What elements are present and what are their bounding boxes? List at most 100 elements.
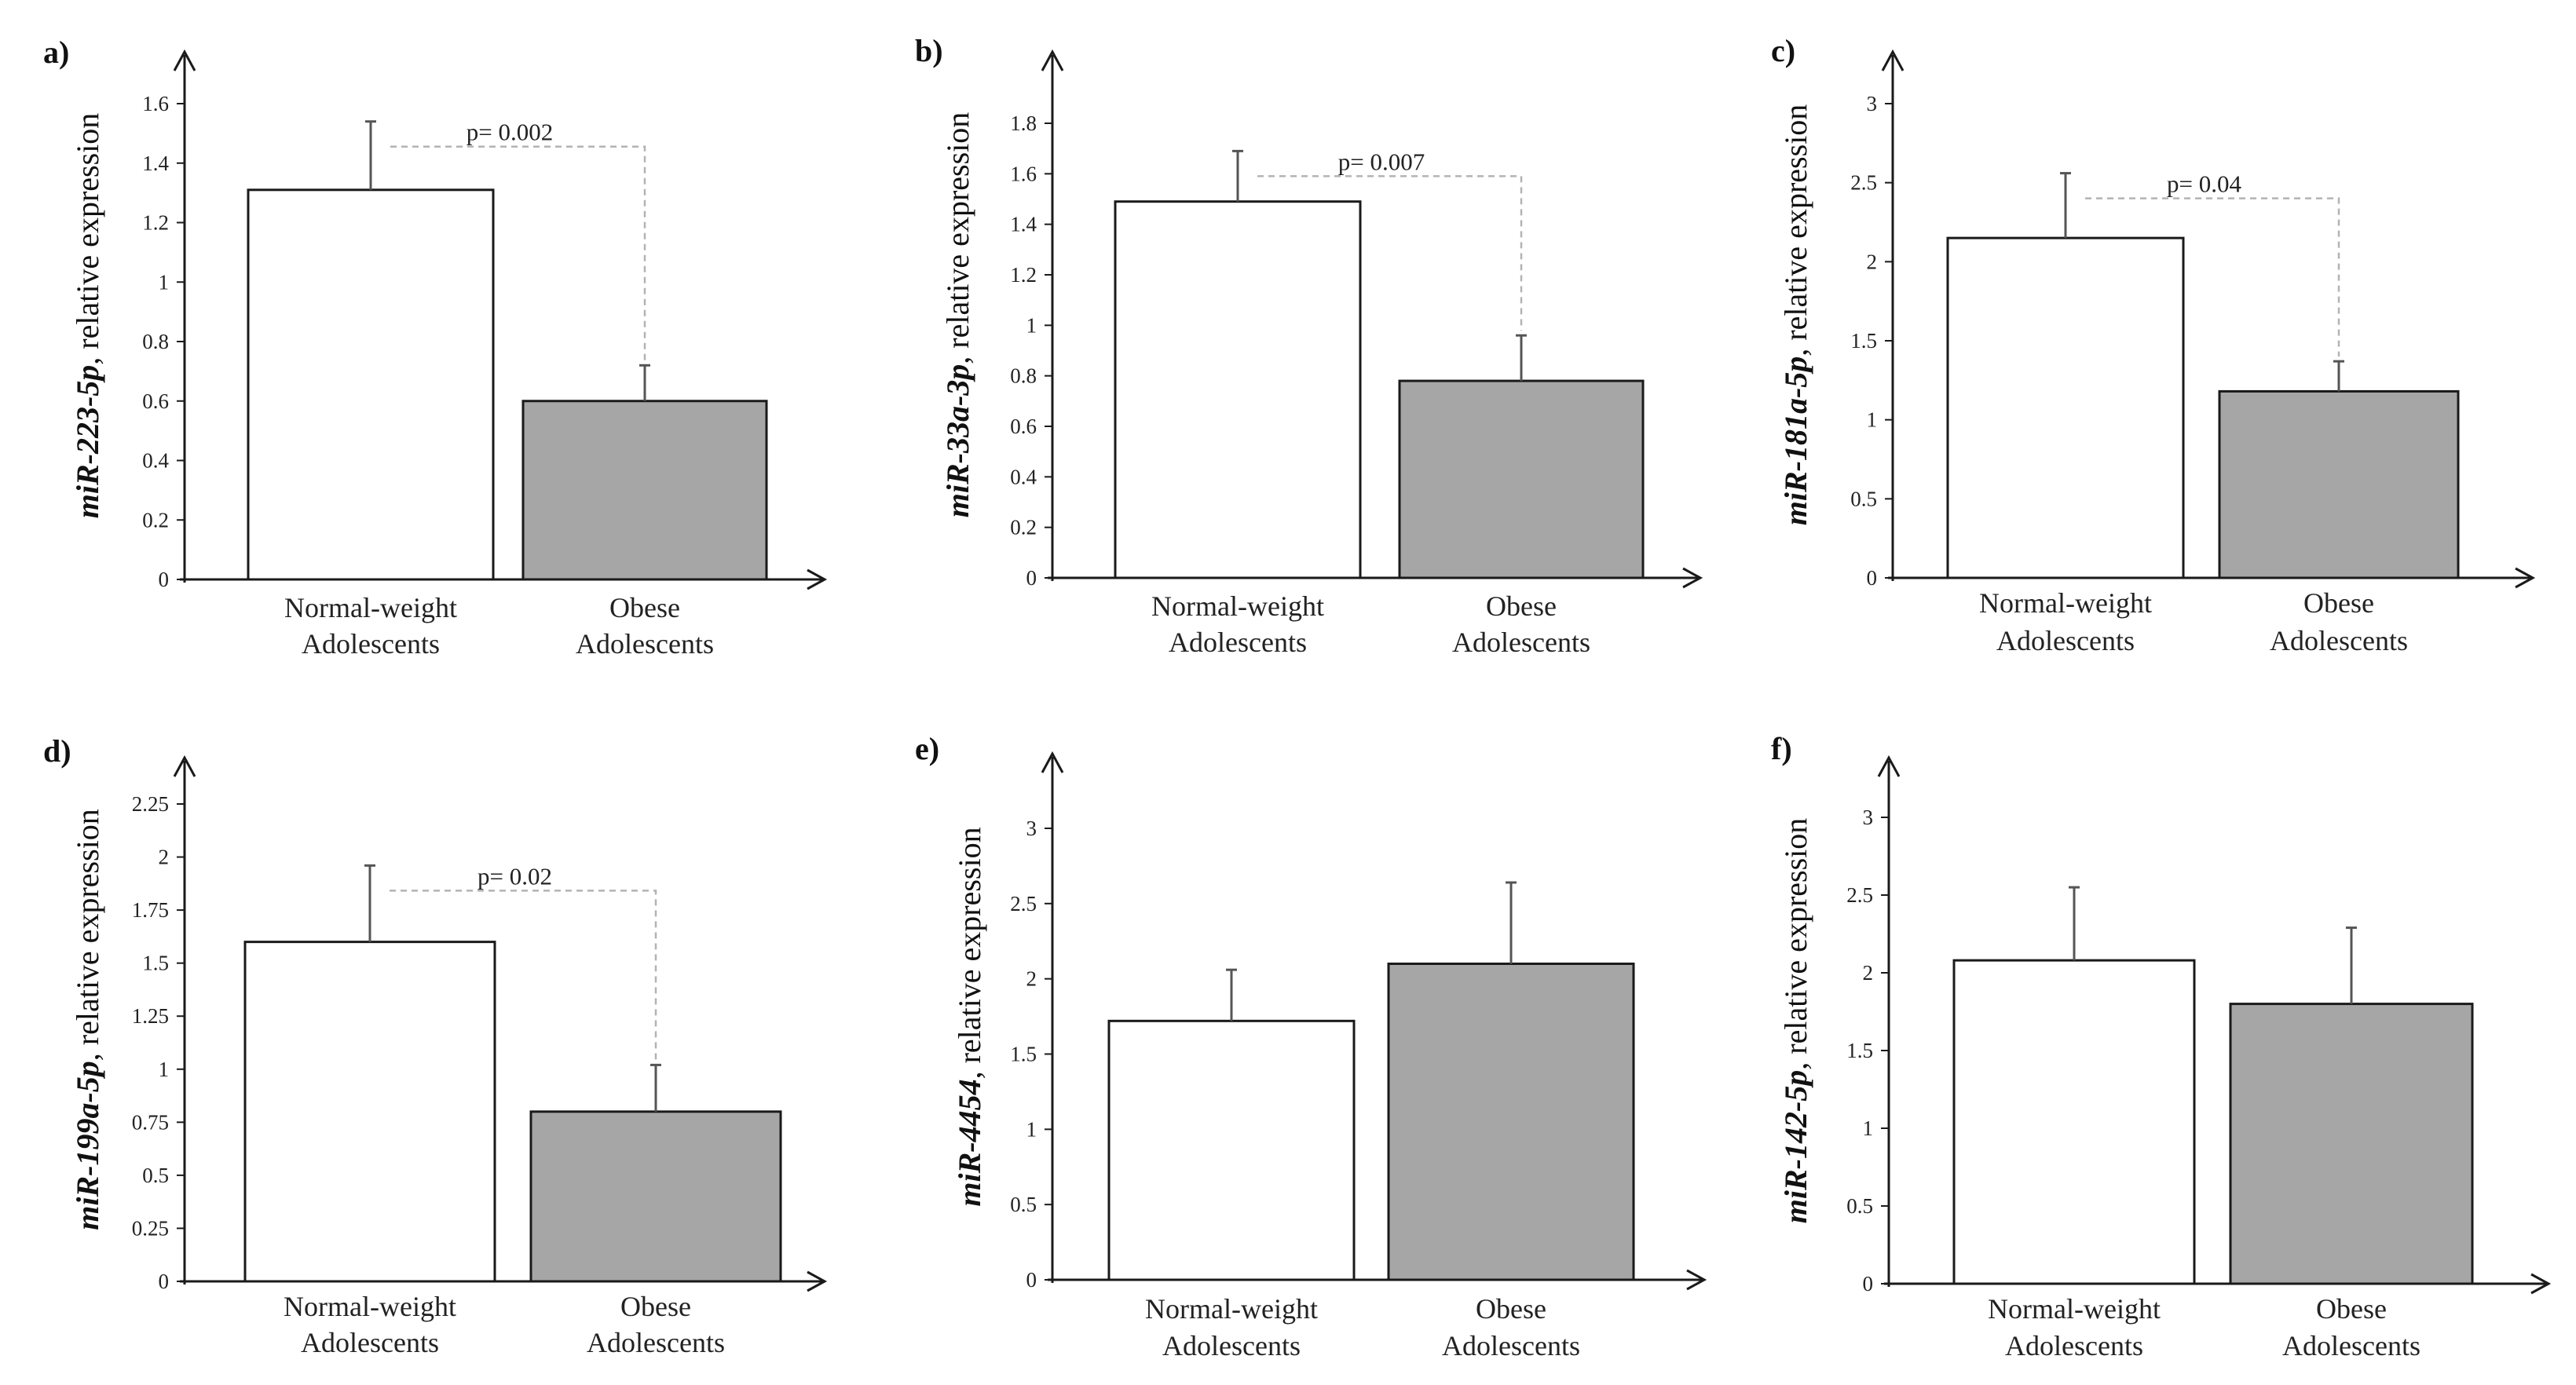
significance-bracket (1257, 175, 1523, 331)
y-tick-label: 0 (1867, 566, 1878, 590)
y-tick-label: 3 (1867, 92, 1878, 115)
p-value-label: p= 0.002 (467, 119, 553, 146)
y-tick-label: 0.6 (1010, 415, 1037, 438)
category-label: Adolescents (1162, 1330, 1301, 1361)
y-tick-label: 0 (159, 1270, 170, 1293)
y-axis-arrow (1877, 755, 1901, 777)
p-value-label: p= 0.007 (1338, 148, 1425, 175)
category-label: Normal-weight (1988, 1293, 2161, 1325)
y-axis-gene-name: miR-33a-3p (940, 364, 975, 518)
y-tick-label: 2.25 (132, 792, 169, 816)
y-axis-title: miR-199a-5p, relative expression (70, 809, 105, 1230)
chart-panel-d: d) 0 0.25 0.5 0.75 1 1.25 1.5 1.75 2 2.25 miR-199a-… (43, 733, 828, 1358)
y-axis-title: miR-181a-5p, relative expression (1778, 104, 1813, 526)
y-tick-label: 1.4 (1010, 213, 1037, 236)
y-tick-label: 1 (1026, 1117, 1037, 1141)
y-tick-label: 1.6 (142, 92, 169, 115)
panel-label: a) (43, 35, 69, 70)
y-axis-title-suffix: , relative expression (1778, 818, 1813, 1070)
y-tick-label: 0.4 (1010, 465, 1037, 488)
category-label: Obese (2316, 1293, 2387, 1325)
y-tick-label: 2.5 (1850, 171, 1877, 195)
category-label: Adolescents (2270, 625, 2408, 656)
category-label: Adolescents (302, 628, 440, 660)
y-tick-label: 1 (1026, 313, 1037, 337)
chart-panel-c: c) 0 0.5 1 1.5 2 2.5 3 miR-181a-5p, relative exp… (1771, 33, 2536, 656)
category-label: Obese (620, 1291, 691, 1322)
category-label: Normal-weight (1151, 590, 1324, 622)
y-axis-arrow (1881, 49, 1905, 71)
y-tick-label: 0 (159, 568, 170, 591)
category-label: Adolescents (1452, 627, 1590, 658)
y-axis-title: miR-4454, relative expression (952, 827, 987, 1206)
y-axis-title-suffix: , relative expression (1778, 104, 1813, 356)
category-label: Adolescents (587, 1327, 725, 1358)
category-label: Adolescents (301, 1327, 439, 1358)
y-axis-gene-name: miR-142-5p (1778, 1070, 1813, 1224)
significance-bracket (390, 890, 657, 1061)
category-label: Obese (609, 592, 680, 623)
y-tick-label: 1.5 (1846, 1039, 1873, 1062)
y-axis-gene-name: miR-181a-5p (1778, 356, 1813, 526)
significance-bracket (2085, 197, 2340, 357)
panel-label: e) (915, 731, 939, 766)
y-tick-label: 1.5 (1850, 329, 1877, 353)
y-axis-arrow (1041, 751, 1064, 773)
y-tick-label: 3 (1863, 806, 1874, 829)
bar-obese (2229, 1003, 2474, 1285)
y-tick-label: 0.2 (142, 508, 169, 532)
bar-normal-weight (1946, 236, 2185, 579)
y-tick-label: 0.8 (142, 330, 169, 353)
y-tick-label: 0.75 (132, 1110, 169, 1134)
x-axis-arrow (807, 1270, 828, 1292)
y-tick-label: 0 (1026, 566, 1037, 590)
chart-panel-e: e) 0 0.5 1 1.5 2 2.5 3 miR-4454, relative expres… (915, 731, 1707, 1361)
y-tick-label: 1 (159, 270, 170, 294)
x-axis-arrow (1686, 1269, 1707, 1291)
panel-label: b) (915, 33, 943, 68)
y-tick-label: 2.5 (1010, 892, 1037, 915)
bar-obese (1398, 379, 1645, 579)
y-tick-label: 0.5 (142, 1164, 169, 1187)
y-tick-label: 0.8 (1010, 364, 1037, 388)
chart-panel-b: b) 0 0.2 0.4 0.6 0.8 1 1.2 1.4 1.6 1.8 miR-33a-3p, … (915, 33, 1703, 658)
category-label: Adolescents (2005, 1330, 2143, 1361)
y-axis-arrow (173, 49, 196, 71)
y-axis-arrow (173, 755, 196, 777)
y-axis-title-suffix: , relative expression (70, 113, 105, 365)
x-axis-arrow (807, 568, 828, 590)
x-axis-arrow (1682, 567, 1703, 589)
y-tick-label: 3 (1026, 817, 1037, 840)
y-tick-label: 1 (1867, 408, 1878, 432)
y-tick-label: 0.5 (1850, 487, 1877, 510)
bar-normal-weight (243, 941, 496, 1283)
panel-label: c) (1771, 33, 1795, 68)
category-label: Adolescents (1169, 627, 1307, 658)
y-axis-gene-name: miR-199a-5p (70, 1061, 105, 1230)
y-tick-label: 0.2 (1010, 516, 1037, 539)
bar-normal-weight (247, 188, 495, 581)
category-label: Adolescents (1442, 1330, 1580, 1361)
y-tick-label: 2 (1867, 250, 1878, 273)
category-label: Obese (1486, 590, 1557, 622)
bar-normal-weight (1114, 200, 1362, 579)
y-tick-label: 0.4 (142, 449, 169, 473)
category-label: Normal-weight (284, 592, 457, 623)
category-label: Obese (2303, 587, 2374, 619)
y-tick-label: 0.5 (1846, 1194, 1873, 1218)
p-value-label: p= 0.04 (2167, 170, 2241, 198)
y-axis-arrow (1041, 49, 1064, 71)
y-tick-label: 0.5 (1010, 1193, 1037, 1216)
y-tick-label: 1.6 (1010, 162, 1037, 185)
y-tick-label: 1.75 (132, 898, 169, 922)
bar-obese (521, 400, 768, 581)
panel-label: f) (1771, 731, 1792, 766)
category-label: Normal-weight (284, 1291, 456, 1322)
significance-bracket (390, 145, 646, 361)
y-tick-label: 2 (1863, 961, 1874, 985)
y-tick-label: 0.25 (132, 1216, 169, 1240)
y-tick-label: 0 (1026, 1268, 1037, 1292)
y-tick-label: 1.5 (142, 952, 169, 975)
